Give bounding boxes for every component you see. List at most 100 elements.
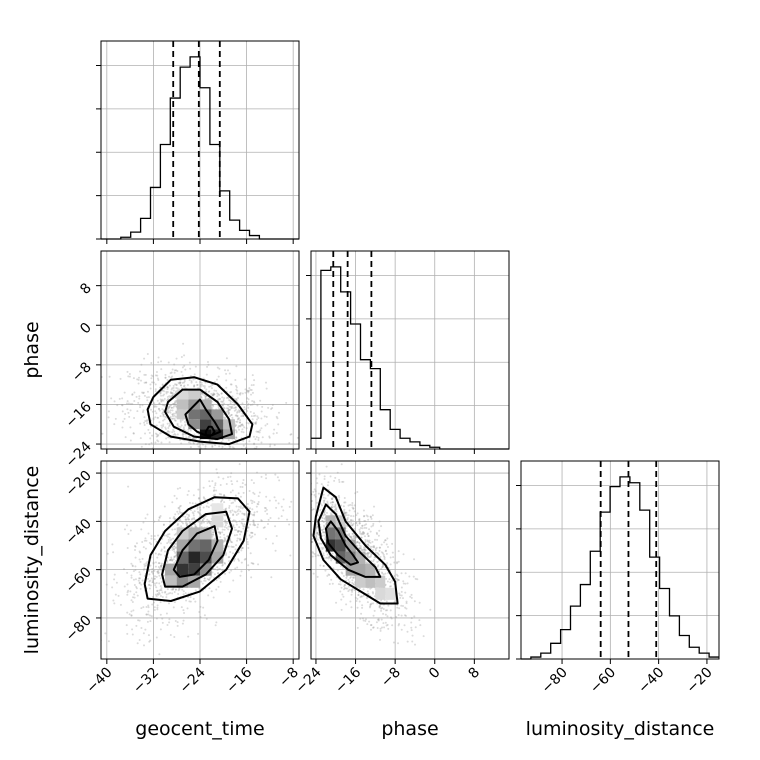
scatter-point xyxy=(170,371,173,374)
scatter-point xyxy=(210,523,213,526)
scatter-point xyxy=(239,533,242,536)
scatter-point xyxy=(181,622,184,625)
scatter-point xyxy=(363,515,366,518)
scatter-point xyxy=(144,564,147,567)
scatter-point xyxy=(178,587,181,590)
scatter-point xyxy=(326,502,329,505)
scatter-point xyxy=(197,632,200,635)
scatter-point xyxy=(159,415,162,418)
scatter-point xyxy=(263,526,266,529)
scatter-point xyxy=(338,496,341,499)
scatter-point xyxy=(227,411,230,414)
scatter-point xyxy=(250,389,253,392)
scatter-point xyxy=(233,529,236,532)
scatter-point xyxy=(242,444,245,447)
scatter-point xyxy=(361,524,364,527)
scatter-point xyxy=(160,589,163,592)
scatter-point xyxy=(224,449,226,451)
scatter-point xyxy=(220,453,222,455)
scatter-point xyxy=(155,581,158,584)
density-cell xyxy=(188,551,200,564)
scatter-point xyxy=(296,468,298,470)
scatter-point xyxy=(219,531,222,534)
scatter-point xyxy=(173,528,176,531)
scatter-point xyxy=(198,458,200,460)
scatter-point xyxy=(148,580,151,583)
scatter-point xyxy=(160,548,163,551)
scatter-point xyxy=(249,552,252,555)
density-cell xyxy=(365,563,376,576)
scatter-point xyxy=(200,514,203,517)
scatter-point xyxy=(148,587,151,590)
scatter-point xyxy=(157,562,160,565)
scatter-point xyxy=(131,565,134,568)
scatter-point xyxy=(158,562,161,565)
scatter-point xyxy=(202,462,204,464)
scatter-point xyxy=(239,421,242,424)
scatter-point xyxy=(267,406,270,409)
scatter-point xyxy=(321,504,324,507)
scatter-point xyxy=(254,422,257,425)
scatter-point xyxy=(264,452,266,454)
scatter-point xyxy=(410,626,413,629)
scatter-point xyxy=(167,429,170,432)
scatter-point xyxy=(256,404,259,407)
scatter-point xyxy=(226,535,229,538)
scatter-point xyxy=(395,615,398,618)
scatter-point xyxy=(369,530,372,533)
scatter-point xyxy=(252,522,255,525)
scatter-point xyxy=(147,577,150,580)
scatter-point xyxy=(404,582,407,585)
scatter-point xyxy=(236,458,238,460)
scatter-point xyxy=(221,498,224,501)
scatter-point xyxy=(150,374,153,377)
scatter-point xyxy=(227,397,230,400)
scatter-point xyxy=(211,394,214,397)
scatter-point xyxy=(246,543,249,546)
scatter-point xyxy=(369,515,372,518)
scatter-point xyxy=(238,520,241,523)
scatter-point xyxy=(345,587,348,590)
scatter-point xyxy=(251,403,254,406)
scatter-point xyxy=(358,547,361,550)
scatter-point xyxy=(378,549,381,552)
scatter-point xyxy=(140,627,143,630)
scatter-point xyxy=(231,395,234,398)
scatter-point xyxy=(257,439,260,442)
scatter-point xyxy=(216,566,219,569)
scatter-point xyxy=(163,390,166,393)
scatter-point xyxy=(153,402,156,405)
scatter-point xyxy=(183,381,186,384)
scatter-point xyxy=(227,412,230,415)
scatter-point xyxy=(239,425,242,428)
scatter-point xyxy=(377,564,380,567)
scatter-point xyxy=(252,412,255,415)
scatter-point xyxy=(181,374,184,377)
scatter-point xyxy=(166,379,169,382)
scatter-point xyxy=(105,583,108,586)
scatter-point xyxy=(229,509,232,512)
scatter-point xyxy=(346,518,349,521)
scatter-point xyxy=(184,433,187,436)
scatter-point xyxy=(175,452,177,454)
scatter-point xyxy=(361,604,364,607)
panel-frame xyxy=(310,460,510,660)
scatter-point xyxy=(131,596,134,599)
scatter-point xyxy=(380,525,383,528)
scatter-point xyxy=(154,441,157,444)
scatter-point xyxy=(162,476,164,478)
scatter-point xyxy=(180,370,183,373)
scatter-point xyxy=(173,371,176,374)
scatter-point xyxy=(232,519,235,522)
scatter-point xyxy=(234,511,237,514)
scatter-point xyxy=(368,551,371,554)
scatter-point xyxy=(223,417,226,420)
scatter-point xyxy=(321,519,324,522)
scatter-point xyxy=(238,530,241,533)
scatter-point xyxy=(368,528,371,531)
scatter-point xyxy=(227,528,230,531)
scatter-point xyxy=(225,507,228,510)
density-cell xyxy=(355,575,366,588)
density-cell xyxy=(200,419,212,430)
scatter-point xyxy=(151,410,154,413)
